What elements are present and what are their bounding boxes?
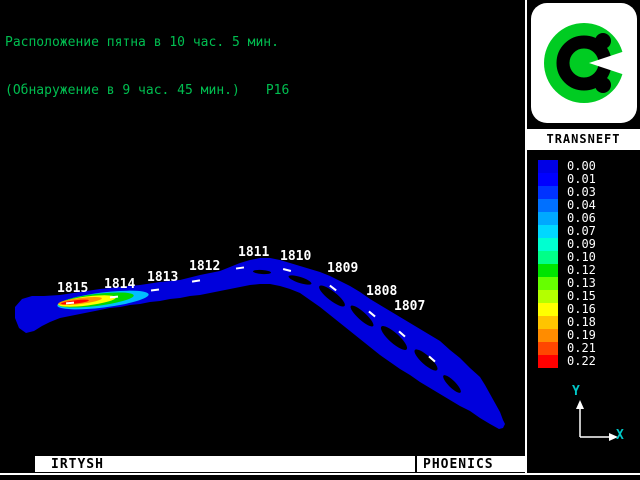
footer-bar: IRTYSH PHOENICS <box>35 456 527 472</box>
legend-row: 0.00 <box>538 160 596 173</box>
legend-value: 0.00 <box>567 159 596 173</box>
legend-row: 0.22 <box>538 355 596 368</box>
legend-color-swatch <box>538 342 558 355</box>
legend-value: 0.03 <box>567 185 596 199</box>
legend-value: 0.04 <box>567 198 596 212</box>
logo-box <box>531 3 637 123</box>
axis-arrows-icon <box>576 400 618 441</box>
gauge-ticks <box>65 266 436 363</box>
legend-value: 0.19 <box>567 328 596 342</box>
legend-row: 0.03 <box>538 186 596 199</box>
river-islands <box>253 269 461 393</box>
legend-color-swatch <box>538 225 558 238</box>
x-axis-label: X <box>616 428 624 443</box>
company-name: TRANSNEFT <box>527 129 640 150</box>
legend-value: 0.18 <box>567 315 596 329</box>
y-axis-label: Y <box>572 384 580 399</box>
legend-value: 0.01 <box>567 172 596 186</box>
legend-row: 0.06 <box>538 212 596 225</box>
axis-indicator: Y X <box>566 384 640 462</box>
legend-color-swatch <box>538 316 558 329</box>
bottom-border <box>0 473 640 475</box>
legend-row: 0.12 <box>538 264 596 277</box>
legend-color-swatch <box>538 238 558 251</box>
legend-value: 0.06 <box>567 211 596 225</box>
legend: 0.00 0.01 0.03 0.04 0.06 0.07 0.09 <box>538 160 596 368</box>
legend-row: 0.01 <box>538 173 596 186</box>
legend-color-swatch <box>538 264 558 277</box>
legend-color-swatch <box>538 355 558 368</box>
river-shape <box>15 258 505 429</box>
legend-color-swatch <box>538 251 558 264</box>
legend-color-swatch <box>538 173 558 186</box>
legend-value: 0.07 <box>567 224 596 238</box>
legend-value: 0.12 <box>567 263 596 277</box>
case-name: IRTYSH <box>51 457 104 472</box>
legend-row: 0.16 <box>538 303 596 316</box>
legend-row: 0.19 <box>538 329 596 342</box>
legend-color-swatch <box>538 186 558 199</box>
header-line1: Расположение пятна в 10 час. 5 мин. <box>5 35 279 50</box>
legend-color-swatch <box>538 277 558 290</box>
header-line2: (Обнаружение в 9 час. 45 мин.) <box>5 83 240 98</box>
legend-value: 0.15 <box>567 289 596 303</box>
legend-row: 0.18 <box>538 316 596 329</box>
legend-value: 0.13 <box>567 276 596 290</box>
footer-divider <box>415 456 417 472</box>
legend-value: 0.16 <box>567 302 596 316</box>
phoenics-logo-icon <box>544 23 637 103</box>
legend-row: 0.04 <box>538 199 596 212</box>
panel-divider <box>525 0 527 474</box>
legend-row: 0.21 <box>538 342 596 355</box>
legend-value: 0.09 <box>567 237 596 251</box>
river-plot <box>15 258 505 429</box>
legend-color-swatch <box>538 212 558 225</box>
app-name: PHOENICS <box>423 457 494 472</box>
legend-value: 0.22 <box>567 354 596 368</box>
header: Расположение пятна в 10 час. 5 мин. (Обн… <box>5 3 289 131</box>
legend-color-swatch <box>538 329 558 342</box>
legend-row: 0.13 <box>538 277 596 290</box>
legend-row: 0.09 <box>538 238 596 251</box>
legend-color-swatch <box>538 199 558 212</box>
legend-value: 0.10 <box>567 250 596 264</box>
legend-row: 0.15 <box>538 290 596 303</box>
header-line2-row: (Обнаружение в 9 час. 45 мин.) P16 <box>5 83 289 99</box>
legend-row: 0.10 <box>538 251 596 264</box>
legend-color-swatch <box>538 303 558 316</box>
legend-color-swatch <box>538 160 558 173</box>
legend-color-swatch <box>538 290 558 303</box>
legend-value: 0.21 <box>567 341 596 355</box>
legend-row: 0.07 <box>538 225 596 238</box>
run-id: P16 <box>265 83 290 98</box>
